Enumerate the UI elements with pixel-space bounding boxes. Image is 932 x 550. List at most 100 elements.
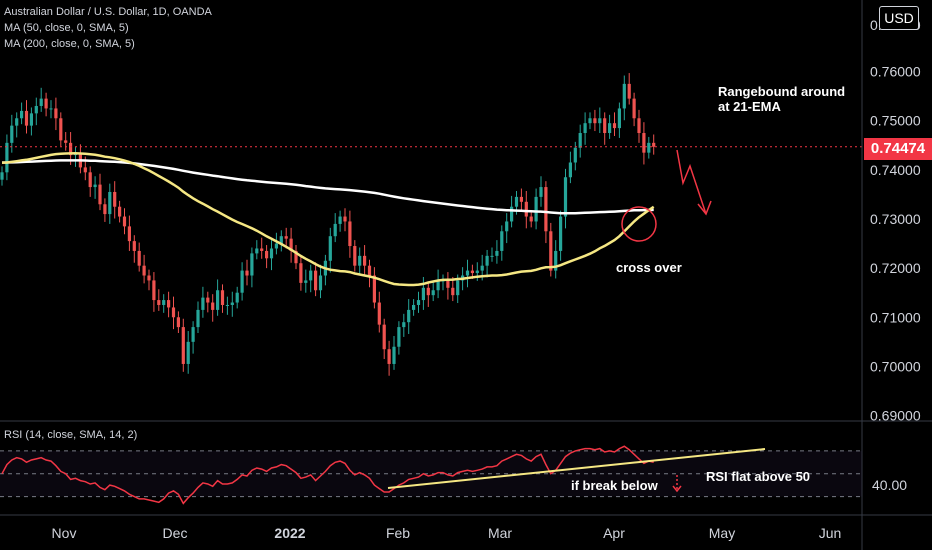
candle-body bbox=[647, 142, 651, 153]
candle-body bbox=[416, 300, 421, 305]
candle-body bbox=[348, 221, 352, 247]
last-price-tag: 0.74474 bbox=[864, 138, 932, 160]
forecast-arrowhead bbox=[697, 200, 712, 216]
candle-body bbox=[363, 255, 367, 266]
ma200-legend[interactable]: MA (200, close, 0, SMA, 5) bbox=[4, 38, 135, 50]
candle-body bbox=[563, 177, 568, 217]
candle-body bbox=[578, 133, 582, 148]
candle-body bbox=[34, 105, 38, 114]
candle-body bbox=[88, 172, 92, 188]
candle-body bbox=[554, 250, 558, 271]
candle-body bbox=[142, 265, 146, 276]
rsi-trendline bbox=[387, 448, 766, 489]
candle-body bbox=[39, 98, 43, 106]
candle-body bbox=[333, 223, 337, 237]
candle-body bbox=[519, 196, 523, 202]
candle-body bbox=[534, 196, 538, 222]
candle-body bbox=[171, 307, 176, 318]
price-tick-label: 0.74000 bbox=[870, 162, 921, 178]
candle-body bbox=[44, 98, 48, 109]
symbol-legend[interactable]: Australian Dollar / U.S. Dollar, 1D, OAN… bbox=[4, 6, 212, 18]
candle-body bbox=[642, 133, 646, 153]
rsi-flat-annotation: RSI flat above 50 bbox=[706, 469, 811, 484]
candle-body bbox=[206, 297, 210, 303]
candle-body bbox=[436, 280, 440, 291]
ma50-legend[interactable]: MA (50, close, 0, SMA, 5) bbox=[4, 22, 129, 34]
candle-body bbox=[402, 322, 406, 328]
rangebound-line1: Rangebound around bbox=[718, 84, 846, 99]
time-tick-label: Nov bbox=[52, 525, 77, 541]
rangebound-annotation: Rangebound around at 21-EMA bbox=[718, 84, 848, 114]
candle-body bbox=[480, 265, 484, 271]
candle-body bbox=[314, 270, 318, 291]
cross-over-annotation: cross over bbox=[616, 260, 682, 275]
candle-body bbox=[514, 196, 519, 207]
candle-body bbox=[176, 317, 180, 328]
candle-body bbox=[255, 248, 259, 254]
candle-body bbox=[265, 250, 269, 259]
ma50-line bbox=[1, 152, 655, 287]
candle-body bbox=[465, 270, 470, 276]
currency-selector[interactable]: USD bbox=[879, 6, 919, 30]
candle-body bbox=[279, 236, 283, 244]
candle-body bbox=[632, 98, 636, 119]
candle-body bbox=[93, 184, 97, 188]
candle-body bbox=[524, 201, 528, 217]
candle-body bbox=[426, 287, 430, 296]
candle-body bbox=[505, 221, 509, 232]
time-tick-label: Feb bbox=[386, 525, 410, 541]
candle-body bbox=[573, 147, 577, 163]
candle-body bbox=[83, 167, 87, 173]
candle-body bbox=[446, 280, 450, 288]
candle-body bbox=[225, 304, 229, 306]
candle-body bbox=[152, 280, 156, 301]
rsi-tick-label: 40.00 bbox=[872, 477, 907, 493]
candle-body bbox=[598, 118, 602, 124]
candle-body bbox=[284, 236, 288, 239]
candle-body bbox=[69, 142, 73, 156]
candle-body bbox=[20, 110, 24, 119]
candle-body bbox=[617, 108, 621, 129]
candle-body bbox=[490, 255, 494, 257]
candle-body bbox=[196, 309, 200, 328]
candle-body bbox=[15, 118, 19, 126]
candle-body bbox=[510, 206, 514, 222]
rsi-legend[interactable]: RSI (14, close, SMA, 14, 2) bbox=[4, 429, 138, 441]
candle-body bbox=[157, 300, 161, 305]
candle-body bbox=[118, 206, 122, 217]
candle-body bbox=[98, 184, 102, 205]
candle-body bbox=[485, 255, 489, 266]
candle-body bbox=[495, 250, 499, 256]
candle-body bbox=[54, 108, 58, 119]
candle-body bbox=[108, 191, 112, 215]
time-tick-label: Mar bbox=[488, 525, 512, 541]
candle-body bbox=[328, 236, 332, 261]
price-pane bbox=[0, 73, 862, 376]
candle-body bbox=[147, 275, 151, 281]
candle-body bbox=[64, 140, 68, 143]
candle-body bbox=[49, 108, 53, 110]
rsi-break-arrowhead bbox=[672, 485, 682, 493]
candle-body bbox=[627, 83, 631, 99]
candle-body bbox=[588, 118, 592, 124]
candle-body bbox=[559, 216, 563, 251]
time-tick-label: Dec bbox=[163, 525, 188, 541]
candle-body bbox=[539, 187, 543, 197]
candle-body bbox=[59, 118, 63, 141]
price-tick-label: 0.73000 bbox=[870, 211, 921, 227]
time-tick-label: Apr bbox=[603, 525, 625, 541]
candle-body bbox=[622, 83, 626, 109]
price-tick-label: 0.75000 bbox=[870, 113, 921, 129]
candle-body bbox=[353, 246, 357, 266]
candle-body bbox=[304, 280, 308, 283]
candle-body bbox=[260, 248, 264, 251]
candle-body bbox=[186, 341, 190, 364]
candle-body bbox=[250, 253, 254, 276]
candle-body bbox=[382, 324, 386, 350]
candle-body bbox=[475, 270, 479, 274]
rsi-pane bbox=[0, 445, 862, 505]
candle-body bbox=[5, 142, 9, 173]
forecast-arrow bbox=[676, 149, 707, 215]
candle-body bbox=[549, 231, 553, 271]
